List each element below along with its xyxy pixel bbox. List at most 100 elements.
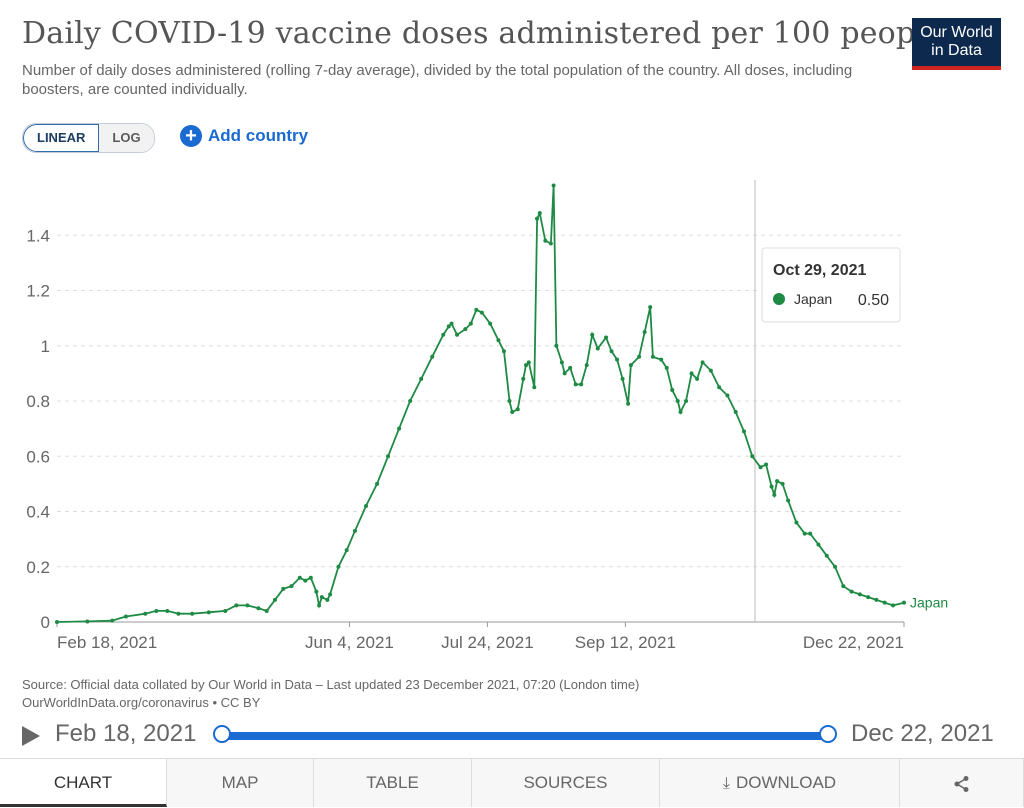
data-point[interactable] (524, 363, 529, 368)
data-point[interactable] (532, 385, 537, 390)
data-point[interactable] (143, 611, 148, 616)
data-point[interactable] (780, 481, 785, 486)
data-point[interactable] (245, 603, 250, 608)
data-point[interactable] (386, 454, 391, 459)
data-point[interactable] (430, 354, 435, 359)
data-point[interactable] (609, 349, 614, 354)
data-point[interactable] (328, 592, 333, 597)
data-point[interactable] (808, 531, 813, 536)
data-point[interactable] (659, 357, 664, 362)
data-point[interactable] (510, 410, 515, 415)
data-point[interactable] (206, 610, 211, 615)
data-point[interactable] (441, 332, 446, 337)
data-point[interactable] (650, 354, 655, 359)
data-point[interactable] (590, 332, 595, 337)
data-point[interactable] (479, 310, 484, 315)
add-country-button[interactable]: + Add country (180, 125, 308, 147)
data-point[interactable] (234, 603, 239, 608)
data-point[interactable] (764, 462, 769, 467)
data-point[interactable] (308, 575, 313, 580)
data-point[interactable] (551, 183, 556, 188)
scale-toggle[interactable]: LINEAR LOG (22, 123, 155, 153)
data-point[interactable] (664, 365, 669, 370)
data-point[interactable] (419, 376, 424, 381)
data-point[interactable] (449, 321, 454, 326)
data-point[interactable] (772, 492, 777, 497)
data-point[interactable] (123, 614, 128, 619)
data-point[interactable] (775, 479, 780, 484)
data-point[interactable] (628, 363, 633, 368)
data-point[interactable] (289, 584, 294, 589)
data-point[interactable] (833, 564, 838, 569)
data-point[interactable] (535, 216, 540, 221)
data-point[interactable] (463, 327, 468, 332)
data-point[interactable] (717, 385, 722, 390)
data-point[interactable] (468, 321, 473, 326)
data-point[interactable] (501, 349, 506, 354)
data-point[interactable] (364, 503, 369, 508)
data-point[interactable] (678, 410, 683, 415)
data-point[interactable] (733, 410, 738, 415)
data-point[interactable] (303, 578, 308, 583)
data-point[interactable] (559, 360, 564, 365)
data-point[interactable] (165, 608, 170, 613)
data-point[interactable] (488, 321, 493, 326)
data-point[interactable] (758, 465, 763, 470)
data-point[interactable] (272, 597, 277, 602)
data-point[interactable] (526, 360, 531, 365)
data-point[interactable] (515, 407, 520, 412)
data-point[interactable] (579, 382, 584, 387)
data-point[interactable] (256, 606, 261, 611)
data-point[interactable] (446, 324, 451, 329)
data-point[interactable] (375, 481, 380, 486)
data-point[interactable] (689, 371, 694, 376)
data-point[interactable] (281, 586, 286, 591)
linear-scale-button[interactable]: LINEAR (23, 124, 100, 152)
data-point[interactable] (297, 575, 302, 580)
tab-sources[interactable]: SOURCES (472, 759, 660, 807)
data-point[interactable] (700, 360, 705, 365)
log-scale-button[interactable]: LOG (99, 124, 154, 152)
data-point[interactable] (604, 335, 609, 340)
data-point[interactable] (902, 600, 906, 605)
data-point[interactable] (543, 238, 548, 243)
data-point[interactable] (769, 484, 774, 489)
data-point[interactable] (264, 608, 269, 613)
data-point[interactable] (496, 338, 501, 343)
play-icon[interactable] (22, 726, 40, 746)
data-point[interactable] (741, 429, 746, 434)
owid-logo[interactable]: Our World in Data (912, 18, 1001, 70)
data-point[interactable] (637, 354, 642, 359)
data-point[interactable] (537, 211, 542, 216)
data-point[interactable] (695, 376, 700, 381)
data-point[interactable] (319, 595, 324, 600)
timeline-end-handle[interactable] (819, 725, 837, 743)
data-point[interactable] (841, 584, 846, 589)
data-point[interactable] (595, 346, 600, 351)
series-label-japan[interactable]: Japan (910, 595, 948, 611)
data-point[interactable] (874, 597, 879, 602)
line-chart[interactable]: 0 0.2 0.4 0.6 0.8 1 1.2 1.4 Feb 18, 2021 Jun 4, … (0, 160, 1024, 660)
data-point[interactable] (750, 454, 755, 459)
data-point[interactable] (802, 531, 807, 536)
timeline[interactable]: Feb 18, 2021 Dec 22, 2021 (0, 716, 1024, 756)
data-point[interactable] (849, 589, 854, 594)
data-point[interactable] (562, 371, 567, 376)
data-point[interactable] (648, 305, 653, 310)
data-point[interactable] (325, 597, 330, 602)
data-point[interactable] (816, 542, 821, 547)
data-point[interactable] (176, 611, 181, 616)
data-point[interactable] (521, 376, 526, 381)
data-point[interactable] (584, 363, 589, 368)
data-point[interactable] (474, 307, 479, 312)
data-point[interactable] (568, 365, 573, 370)
data-point[interactable] (890, 603, 895, 608)
data-point[interactable] (455, 332, 460, 337)
data-point[interactable] (670, 387, 675, 392)
data-point[interactable] (882, 600, 887, 605)
data-point[interactable] (317, 603, 322, 608)
data-point[interactable] (336, 564, 341, 569)
data-point[interactable] (573, 382, 578, 387)
data-point[interactable] (408, 399, 413, 403)
tab-chart[interactable]: CHART (0, 759, 167, 807)
